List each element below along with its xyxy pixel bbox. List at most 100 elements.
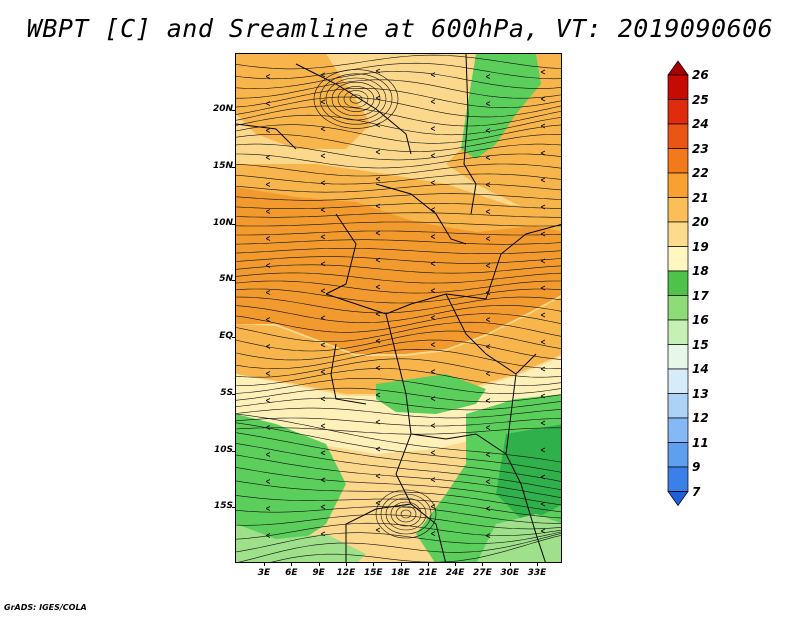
streamline — [236, 417, 561, 427]
longitude-label: 9E — [312, 568, 325, 578]
streamline-arrow — [485, 101, 491, 107]
streamline-arrow — [485, 128, 491, 134]
longitude-tick — [427, 562, 429, 566]
border-line — [410, 433, 507, 455]
colorbar-label: 23 — [692, 141, 709, 156]
colorbar-label: 12 — [692, 411, 709, 425]
streamline — [238, 533, 561, 562]
wbpt-region-southeast-darkgreen — [496, 424, 561, 524]
streamline — [236, 288, 561, 304]
streamline — [236, 305, 561, 323]
credit-footer: GrADS: IGES/COLA — [4, 603, 87, 612]
wbpt-region-southeast-lightgreen — [477, 514, 561, 562]
longitude-label: 27E — [473, 568, 492, 578]
streamline — [236, 264, 561, 274]
longitude-label: 18E — [391, 568, 410, 578]
streamline-arrow — [485, 155, 491, 161]
streamline-arrow — [320, 315, 326, 321]
streamline-arrow — [265, 371, 271, 376]
streamline — [236, 330, 561, 352]
streamline — [236, 239, 561, 245]
streamline-arrow — [375, 95, 381, 101]
streamline-arrow — [430, 261, 436, 267]
streamline — [236, 105, 561, 127]
streamline-arrow — [430, 531, 436, 537]
colorbar-segment — [667, 246, 689, 272]
border-line — [236, 123, 297, 150]
streamline-arrow — [485, 74, 491, 80]
streamline-arrow — [320, 153, 326, 159]
colorbar-max-arrow — [667, 60, 689, 76]
streamline-arrow — [485, 371, 491, 377]
streamline-arrow — [430, 153, 436, 159]
wbpt-streamline-map — [236, 54, 561, 562]
streamline-arrow — [540, 366, 546, 372]
colorbar-segment — [667, 74, 689, 100]
colorbar-label: 17 — [692, 288, 709, 303]
streamline-arrow — [430, 477, 436, 483]
streamline-arrow — [320, 477, 326, 483]
colorbar-label: 19 — [692, 239, 709, 254]
streamline-arrow — [375, 68, 381, 74]
streamline-arrow — [320, 423, 326, 429]
wbpt-region-band-north — [236, 164, 561, 232]
border-line — [375, 183, 467, 245]
streamline — [236, 203, 561, 209]
streamline-arrow — [375, 203, 381, 209]
streamline-arrow — [540, 393, 546, 399]
streamline-arrow — [540, 339, 546, 345]
longitude-label: 6E — [285, 568, 298, 578]
colorbar-min-arrow — [667, 491, 689, 507]
colorbar-label: 7 — [692, 484, 701, 499]
longitude-label: 30E — [500, 568, 520, 578]
colorbar-segment — [667, 344, 689, 370]
streamline-arrow — [430, 126, 436, 132]
longitude-tick — [482, 562, 484, 566]
streamline-arrow — [430, 207, 436, 213]
latitude-label: 15S — [213, 501, 233, 511]
colorbar-label: 9 — [692, 460, 701, 474]
streamline-arrow — [320, 180, 326, 186]
border-line — [385, 313, 447, 562]
colorbar-label: 26 — [692, 68, 709, 82]
streamline-arrow — [430, 450, 436, 456]
latitude-tick — [232, 280, 236, 281]
border-line — [330, 343, 367, 405]
streamline-arrow — [430, 423, 436, 429]
streamline — [236, 413, 561, 463]
streamline — [236, 79, 561, 99]
streamline-arrow — [485, 398, 491, 404]
colorbar-label: 11 — [692, 435, 709, 450]
streamline — [236, 230, 561, 236]
streamline — [236, 221, 561, 227]
longitude-tick — [291, 562, 293, 566]
colorbar-label: 15 — [692, 337, 709, 352]
streamline-arrow — [265, 452, 271, 457]
streamline — [236, 212, 561, 218]
streamline-arrow — [485, 290, 491, 296]
streamline — [236, 522, 561, 540]
streamline — [236, 71, 561, 89]
streamline — [236, 495, 561, 519]
streamline-arrow — [375, 122, 381, 128]
streamline-arrow — [540, 285, 546, 291]
streamline-arrow — [265, 344, 271, 349]
streamline — [236, 54, 561, 70]
streamline-arrow — [375, 311, 381, 317]
streamline-arrow — [265, 290, 271, 295]
streamline-arrow — [375, 284, 381, 290]
streamline-arrow — [540, 231, 546, 237]
colorbar-segment — [667, 466, 689, 492]
latitude-tick — [232, 394, 236, 395]
latitude-label: 15N — [212, 161, 233, 171]
streamline-arrow — [265, 128, 271, 133]
colorbar — [667, 60, 689, 507]
streamline-arrow — [265, 236, 271, 241]
streamline-arrow — [320, 342, 326, 348]
streamline-arrow — [375, 500, 381, 506]
latitude-label: 20N — [212, 104, 233, 114]
colorbar-segments — [667, 60, 689, 507]
streamline-arrow — [540, 420, 546, 426]
streamline — [380, 493, 432, 535]
colorbar-label: 20 — [692, 215, 709, 229]
